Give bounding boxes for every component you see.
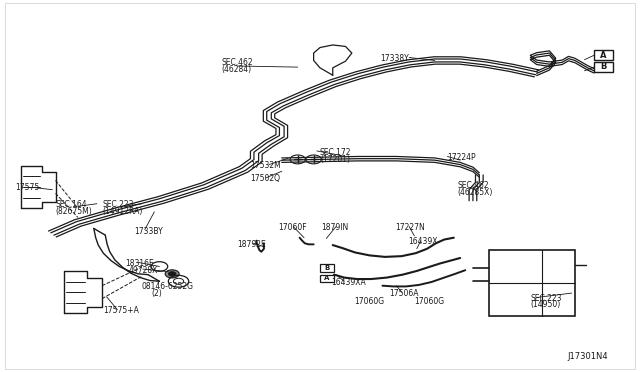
Circle shape — [168, 272, 176, 276]
Text: 17060F: 17060F — [278, 223, 307, 232]
Text: 17338Y: 17338Y — [381, 54, 410, 63]
Text: SEC.223: SEC.223 — [102, 200, 134, 209]
Bar — [594, 62, 613, 71]
Text: 17224P: 17224P — [447, 153, 476, 162]
Text: 17502Q: 17502Q — [250, 174, 280, 183]
Text: 18316E: 18316E — [125, 259, 154, 268]
Text: B: B — [324, 265, 330, 271]
Text: (46284): (46284) — [221, 65, 252, 74]
Circle shape — [165, 270, 179, 278]
Text: 17506A: 17506A — [389, 289, 419, 298]
Text: SEC.164: SEC.164 — [56, 200, 87, 209]
Text: 18792E: 18792E — [237, 240, 266, 249]
Text: (82675M): (82675M) — [56, 206, 92, 216]
Text: 49728X: 49728X — [129, 266, 158, 275]
Text: (17201): (17201) — [320, 155, 350, 164]
Text: 1879IN: 1879IN — [321, 223, 349, 232]
Text: A: A — [600, 51, 607, 60]
Text: 1733BY: 1733BY — [134, 227, 163, 235]
Bar — [489, 250, 575, 316]
Text: SEC.172: SEC.172 — [320, 148, 351, 157]
Text: SEC.462: SEC.462 — [457, 182, 488, 190]
Text: (14912RA): (14912RA) — [102, 206, 143, 216]
Text: 16439XA: 16439XA — [332, 278, 366, 287]
Text: 16439X: 16439X — [408, 237, 437, 246]
Text: J17301N4: J17301N4 — [567, 352, 608, 361]
Text: 17575: 17575 — [15, 183, 40, 192]
Text: SEC.462: SEC.462 — [221, 58, 253, 67]
Text: (2): (2) — [151, 289, 162, 298]
Text: (14950): (14950) — [531, 300, 561, 310]
Text: B: B — [600, 62, 607, 71]
Bar — [320, 275, 334, 282]
Text: SEC.223: SEC.223 — [531, 294, 562, 303]
Text: 17532M: 17532M — [250, 161, 281, 170]
Bar — [320, 264, 334, 272]
Text: 08146-6252G: 08146-6252G — [141, 282, 193, 291]
Text: 17575+A: 17575+A — [103, 306, 140, 315]
Text: 17227N: 17227N — [395, 223, 425, 232]
Text: 17060G: 17060G — [354, 297, 384, 306]
Text: 17060G: 17060G — [414, 297, 444, 306]
Text: A: A — [324, 275, 330, 281]
Text: (46285X): (46285X) — [457, 188, 492, 197]
Bar — [594, 51, 613, 60]
